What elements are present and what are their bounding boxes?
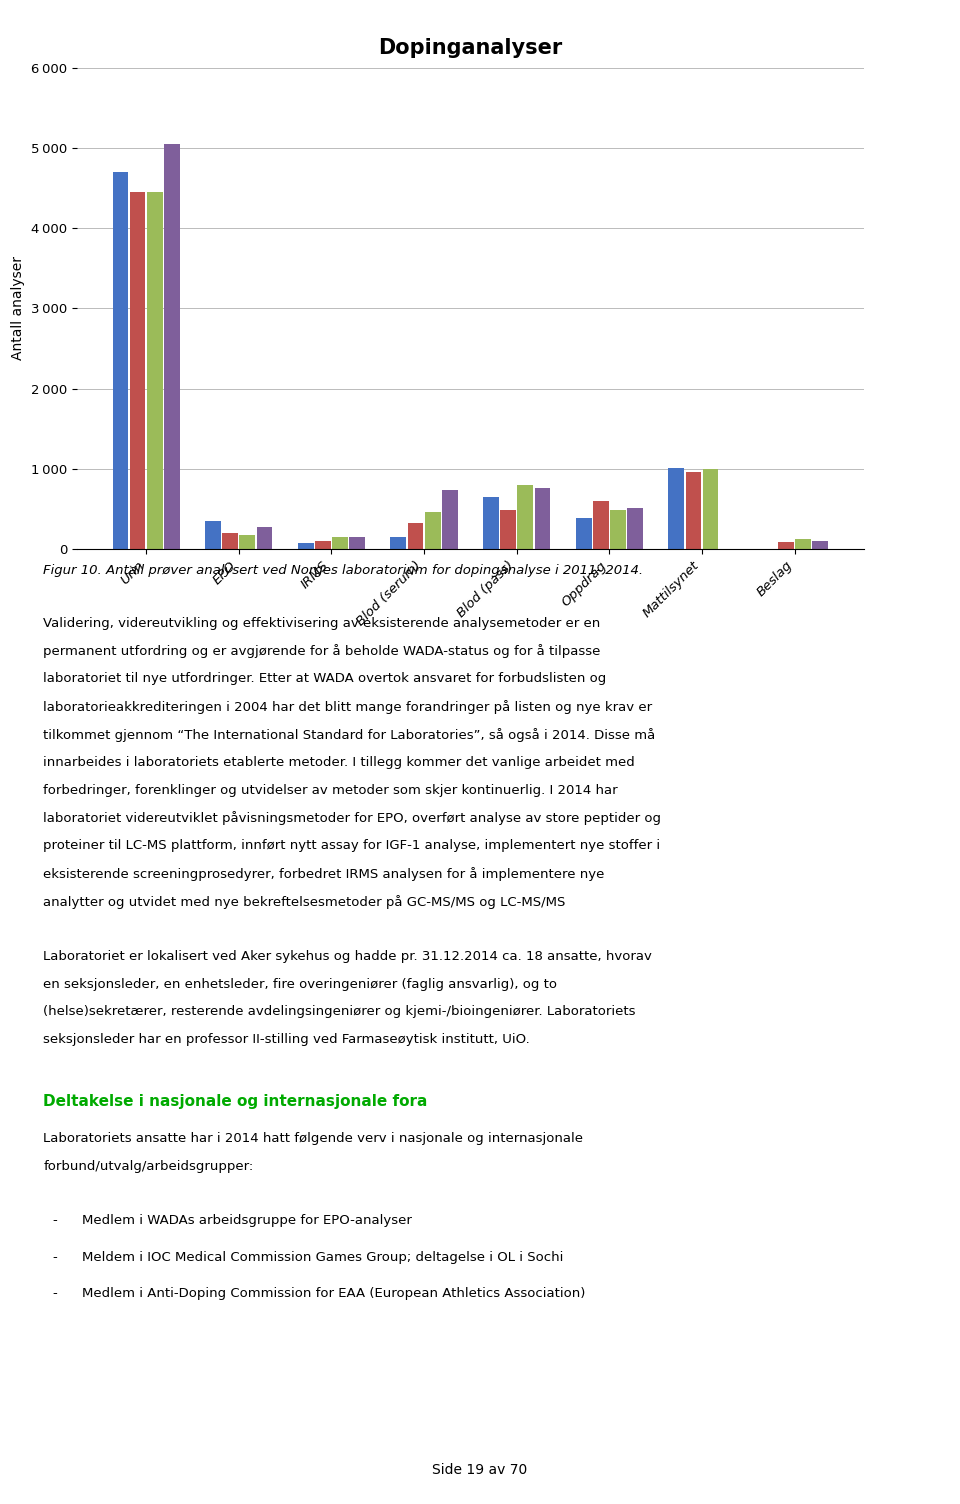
Bar <box>298 543 314 549</box>
Bar <box>205 520 221 549</box>
Text: seksjonsleder har en professor II-stilling ved Farmaseøytisk institutt, UiO.: seksjonsleder har en professor II-stilli… <box>43 1033 530 1047</box>
Text: eksisterende screeningprosedyrer, forbedret IRMS analysen for å implementere nye: eksisterende screeningprosedyrer, forbed… <box>43 866 605 881</box>
Bar <box>349 537 365 549</box>
Text: -: - <box>53 1215 58 1227</box>
Bar <box>703 469 718 549</box>
Bar <box>223 532 238 549</box>
Bar <box>315 541 331 549</box>
Text: Validering, videreutvikling og effektivisering av eksisterende analysemetoder er: Validering, videreutvikling og effektivi… <box>43 617 600 630</box>
Text: -: - <box>53 1287 58 1299</box>
Bar <box>391 537 406 549</box>
Text: -: - <box>53 1251 58 1263</box>
Text: Laboratoriets ansatte har i 2014 hatt følgende verv i nasjonale og internasjonal: Laboratoriets ansatte har i 2014 hatt fø… <box>43 1133 584 1145</box>
Text: Figur 10. Antall prøver analysert ved Norges laboratorium for dopinganalyse i 20: Figur 10. Antall prøver analysert ved No… <box>43 564 643 578</box>
Bar <box>408 523 423 549</box>
Text: Laboratoriet er lokalisert ved Aker sykehus og hadde pr. 31.12.2014 ca. 18 ansat: Laboratoriet er lokalisert ved Aker syke… <box>43 951 652 963</box>
Bar <box>442 490 458 549</box>
Text: analytter og utvidet med nye bekreftelsesmetoder på GC-MS/MS og LC-MS/MS: analytter og utvidet med nye bekreftelse… <box>43 895 565 908</box>
Bar <box>239 535 255 549</box>
Text: laboratoriet videreutviklet påvisningsmetoder for EPO, overført analyse av store: laboratoriet videreutviklet påvisningsme… <box>43 812 661 826</box>
Text: Medlem i Anti-Doping Commission for EAA (European Athletics Association): Medlem i Anti-Doping Commission for EAA … <box>82 1287 585 1299</box>
Text: laboratorieakkrediteringen i 2004 har det blitt mange forandringer på listen og : laboratorieakkrediteringen i 2004 har de… <box>43 701 653 714</box>
Bar <box>130 193 146 549</box>
Bar <box>576 519 591 549</box>
Bar <box>332 537 348 549</box>
Bar <box>593 501 609 549</box>
Text: Medlem i WADAs arbeidsgruppe for EPO-analyser: Medlem i WADAs arbeidsgruppe for EPO-ana… <box>82 1215 412 1227</box>
Text: forbedringer, forenklinger og utvidelser av metoder som skjer kontinuerlig. I 20: forbedringer, forenklinger og utvidelser… <box>43 784 618 797</box>
Bar <box>424 511 441 549</box>
Bar <box>795 540 811 549</box>
Text: laboratoriet til nye utfordringer. Etter at WADA overtok ansvaret for forbudslis: laboratoriet til nye utfordringer. Etter… <box>43 672 607 686</box>
Title: Dopinganalyser: Dopinganalyser <box>378 38 563 57</box>
Bar <box>517 484 533 549</box>
Bar <box>535 487 550 549</box>
Bar <box>483 496 499 549</box>
Bar <box>779 541 794 549</box>
Text: tilkommet gjennom “The International Standard for Laboratories”, så også i 2014.: tilkommet gjennom “The International Sta… <box>43 728 656 741</box>
Bar <box>812 541 828 549</box>
Text: innarbeides i laboratoriets etablerte metoder. I tillegg kommer det vanlige arbe: innarbeides i laboratoriets etablerte me… <box>43 757 635 769</box>
Text: proteiner til LC-MS plattform, innført nytt assay for IGF-1 analyse, implementer: proteiner til LC-MS plattform, innført n… <box>43 839 660 853</box>
Text: permanent utfordring og er avgjørende for å beholde WADA-status og for å tilpass: permanent utfordring og er avgjørende fo… <box>43 644 601 659</box>
Text: (helse)sekretærer, resterende avdelingsingeniører og kjemi-/bioingeniører. Labor: (helse)sekretærer, resterende avdelingsi… <box>43 1006 636 1018</box>
Y-axis label: Antall analyser: Antall analyser <box>12 256 25 361</box>
Bar <box>164 144 180 549</box>
Bar <box>685 472 702 549</box>
Bar <box>112 171 129 549</box>
Text: Meldem i IOC Medical Commission Games Group; deltagelse i OL i Sochi: Meldem i IOC Medical Commission Games Gr… <box>82 1251 563 1263</box>
Bar <box>500 510 516 549</box>
Text: en seksjonsleder, en enhetsleder, fire overingeniører (faglig ansvarlig), og to: en seksjonsleder, en enhetsleder, fire o… <box>43 978 557 991</box>
Bar <box>256 526 273 549</box>
Text: forbund/utvalg/arbeidsgrupper:: forbund/utvalg/arbeidsgrupper: <box>43 1160 253 1173</box>
Bar <box>627 508 643 549</box>
Bar <box>668 468 684 549</box>
Text: Side 19 av 70: Side 19 av 70 <box>432 1463 528 1477</box>
Bar <box>610 510 626 549</box>
Text: Deltakelse i nasjonale og internasjonale fora: Deltakelse i nasjonale og internasjonale… <box>43 1095 427 1108</box>
Bar <box>147 193 162 549</box>
